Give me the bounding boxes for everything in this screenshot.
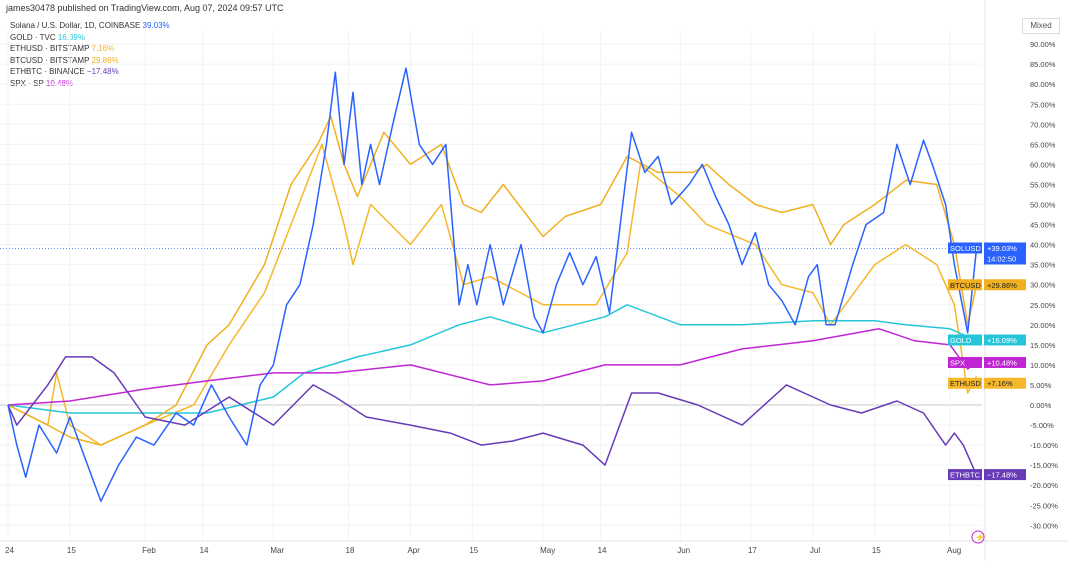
x-tick-label: Apr — [407, 546, 420, 555]
legend-label: GOLD · TVC — [10, 32, 58, 42]
series-value-label: +10.48% — [987, 358, 1017, 367]
series-line-spx[interactable] — [7, 328, 977, 406]
series-line-gold[interactable] — [7, 304, 977, 414]
series-line-solusd[interactable] — [7, 67, 978, 502]
y-tick-label: 85.00% — [1030, 60, 1056, 69]
y-tick-label: 55.00% — [1030, 180, 1056, 189]
legend-value: 7.16% — [91, 44, 115, 53]
legend-value: 10.48% — [45, 78, 74, 88]
y-tick-label: 60.00% — [1030, 160, 1056, 169]
y-tick-label: -25.00% — [1030, 501, 1058, 510]
y-tick-label: 65.00% — [1030, 140, 1056, 149]
y-tick-label: 15.00% — [1030, 341, 1056, 350]
y-tick-label: -10.00% — [1030, 441, 1058, 450]
x-tick-label: 15 — [872, 546, 881, 555]
y-tick-label: 75.00% — [1030, 100, 1056, 109]
series-name-label: ETHUSD — [950, 379, 981, 388]
x-tick-label: Jul — [810, 546, 820, 555]
x-tick-label: May — [540, 546, 555, 555]
y-tick-label: 50.00% — [1030, 201, 1056, 210]
legend-label: BTCUSD · BITSTAMP — [10, 55, 92, 65]
legend-entry[interactable]: Solana / U.S. Dollar, 1D, COINBASE 39.03… — [10, 20, 170, 32]
legend-value: 39.03% — [142, 21, 170, 30]
x-tick-label: 15 — [469, 546, 478, 555]
legend-entry[interactable]: ETHBTC · BINANCE −17.48% — [10, 66, 170, 78]
scale-mode-button[interactable]: Mixed — [1022, 18, 1060, 34]
y-tick-label: 5.00% — [1030, 381, 1052, 390]
x-tick-label: 15 — [67, 546, 76, 555]
series-name-label: GOLD — [950, 336, 972, 345]
y-tick-label: -15.00% — [1030, 461, 1058, 470]
lightning-glyph: ⚡ — [975, 532, 985, 542]
x-tick-label: 14 — [598, 546, 607, 555]
series-value-label: −17.48% — [987, 471, 1017, 480]
series-name-tag — [948, 242, 982, 254]
y-tick-label: 30.00% — [1030, 281, 1056, 290]
legend-entry[interactable]: BTCUSD · BITSTAMP 29.86% — [10, 55, 170, 67]
y-tick-label: -20.00% — [1030, 481, 1058, 490]
y-tick-label: 25.00% — [1030, 301, 1056, 310]
series-value-tag — [984, 242, 1026, 265]
series-name-label: SOLUSD — [950, 244, 981, 253]
series-value-tag — [984, 377, 1026, 389]
series-value-label: +29.86% — [987, 281, 1017, 290]
y-tick-label: 0.00% — [1030, 401, 1052, 410]
y-tick-label: 40.00% — [1030, 241, 1056, 250]
legend-entry[interactable]: GOLD · TVC 16.09% — [10, 32, 170, 44]
series-value-tag — [984, 469, 1026, 481]
series-name-label: BTCUSD — [950, 281, 981, 290]
legend-value: 29.86% — [91, 55, 119, 65]
y-tick-label: -5.00% — [1030, 421, 1054, 430]
legend-label: ETHBTC · BINANCE — [10, 67, 87, 76]
series-value-label: +16.09% — [987, 336, 1017, 345]
y-tick-label: 70.00% — [1030, 120, 1056, 129]
series-line-ethusd[interactable] — [7, 143, 978, 446]
series-line-btcusd[interactable] — [7, 115, 978, 446]
legend-value: 16.09% — [57, 32, 85, 42]
legend-label: ETHUSD · BITSTAMP — [10, 44, 92, 53]
series-name-label: ETHBTC — [950, 471, 981, 480]
series-name-tag — [948, 334, 982, 346]
legend: Solana / U.S. Dollar, 1D, COINBASE 39.03… — [10, 20, 170, 89]
legend-label: SPX · SP — [10, 78, 46, 88]
series-name-tag — [948, 279, 982, 291]
x-tick-label: Mar — [270, 546, 284, 555]
series-name-tag — [948, 377, 982, 389]
x-tick-label: 18 — [346, 546, 355, 555]
legend-value: −17.48% — [86, 67, 119, 76]
x-tick-label: 14 — [200, 546, 209, 555]
legend-label: Solana / U.S. Dollar, 1D, COINBASE — [10, 21, 143, 30]
legend-entry[interactable]: SPX · SP 10.48% — [10, 78, 170, 90]
x-tick-label: 24 — [5, 546, 14, 555]
y-tick-label: 20.00% — [1030, 321, 1056, 330]
y-tick-label: 35.00% — [1030, 261, 1056, 270]
y-tick-label: -30.00% — [1030, 521, 1058, 530]
series-value-tag — [984, 356, 1026, 368]
y-tick-label: 80.00% — [1030, 80, 1056, 89]
series-name-tag — [948, 356, 982, 368]
series-name-label: SPX — [950, 358, 965, 367]
series-value-label: +39.03% — [987, 244, 1017, 253]
lightning-icon[interactable] — [971, 530, 985, 544]
series-name-tag — [948, 469, 982, 481]
y-tick-label: 90.00% — [1030, 40, 1056, 49]
series-value-tag — [984, 334, 1026, 346]
legend-entry[interactable]: ETHUSD · BITSTAMP 7.16% — [10, 43, 170, 55]
series-value-label: +7.16% — [987, 379, 1013, 388]
x-tick-label: Feb — [142, 546, 156, 555]
y-tick-label: 10.00% — [1030, 361, 1056, 370]
series-value-tag — [984, 279, 1026, 291]
x-tick-label: Aug — [947, 546, 961, 555]
series-line-ethbtc[interactable] — [7, 356, 978, 476]
publish-info: james30478 published on TradingView.com,… — [6, 3, 284, 13]
x-tick-label: 17 — [748, 546, 757, 555]
y-tick-label: 45.00% — [1030, 221, 1056, 230]
countdown-label: 14:02:50 — [987, 254, 1016, 263]
x-tick-label: Jun — [677, 546, 690, 555]
